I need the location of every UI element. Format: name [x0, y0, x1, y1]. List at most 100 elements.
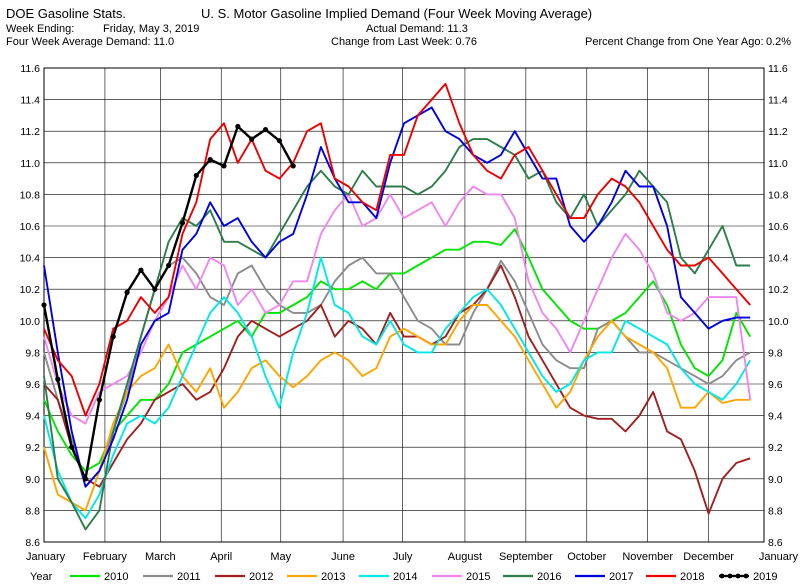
y-tick-label-right: 9.0	[768, 474, 783, 486]
x-tick-label: July	[393, 551, 413, 563]
y-tick-label-right: 9.6	[768, 379, 783, 391]
y-tick-label-right: 10.2	[768, 284, 789, 296]
y-tick-label-left: 10.0	[20, 316, 41, 328]
actual-demand: Actual Demand: 11.3	[366, 23, 468, 35]
y-tick-label-left: 10.6	[20, 221, 41, 233]
series-point-2019	[290, 163, 296, 169]
legend: Year 2010 2011 2012 2013 2014 2015 2016 2017 201…	[30, 571, 777, 583]
legend-label-2018: 2018	[680, 571, 704, 583]
y-tick-label-right: 10.4	[768, 253, 789, 265]
series-point-2019	[82, 476, 89, 482]
y-tick-label-right: 11.4	[768, 95, 788, 107]
series-point-2019	[179, 220, 186, 226]
series-point-2019	[262, 127, 269, 133]
series-point-2019	[69, 444, 75, 450]
y-tick-label-left: 11.0	[20, 158, 40, 170]
legend-marker-2019	[727, 573, 733, 579]
x-tick-label: January	[26, 551, 66, 563]
y-tick-label-left: 9.6	[25, 379, 40, 391]
x-tick-label: August	[448, 551, 482, 563]
legend-marker-2019	[743, 573, 749, 579]
y-tick-label-left: 8.6	[25, 537, 40, 549]
series-line-2017	[43, 106, 751, 488]
legend-label-2011: 2011	[177, 571, 201, 583]
y-tick-label-right: 11.2	[768, 126, 788, 138]
x-tick-label: February	[83, 551, 128, 563]
y-tick-label-left: 9.2	[25, 442, 40, 454]
y-tick-label-left: 11.2	[20, 126, 40, 138]
series-point-2019	[138, 267, 144, 273]
series-point-2019	[249, 136, 255, 142]
legend-label-2014: 2014	[393, 571, 417, 583]
four-week-average: Four Week Average Demand: 11.0	[6, 36, 175, 48]
series-point-2019	[235, 123, 241, 130]
legend-label-2019: 2019	[753, 571, 777, 583]
series-line-2010	[43, 228, 752, 472]
y-tick-label-left: 8.8	[25, 505, 40, 517]
y-tick-label-right: 9.8	[768, 347, 783, 359]
x-tick-label: November	[622, 551, 673, 563]
percent-change-value: 0.2%	[766, 36, 792, 48]
y-tick-label-right: 10.6	[768, 221, 789, 233]
y-tick-label-left: 10.8	[20, 189, 41, 201]
plot-frame	[43, 67, 765, 543]
x-tick-label: April	[210, 551, 232, 563]
legend-label-2015: 2015	[466, 571, 490, 583]
series-lines	[41, 82, 752, 531]
series-line-2014	[43, 256, 752, 520]
y-tick-label-right: 11.0	[768, 158, 788, 170]
y-tick-label-right: 10.0	[768, 316, 789, 328]
axis-ticks: 8.6 8.6 8.8 8.8 9.0 9.0 9.2 9.2 9.4 9.4 9.6 9.6 9.8 9…	[20, 63, 799, 563]
y-tick-label-left: 11.6	[20, 63, 40, 75]
y-tick-label-right: 8.6	[768, 537, 783, 549]
legend-label-2016: 2016	[537, 571, 561, 583]
y-tick-label-left: 10.4	[20, 253, 41, 265]
series-point-2019	[55, 376, 61, 382]
series-line-2012	[43, 264, 751, 515]
series-line-2015	[43, 185, 752, 425]
series-point-2019	[207, 157, 213, 163]
series-point-2019	[41, 302, 47, 308]
legend-title: Year	[30, 571, 53, 583]
legend-label-2013: 2013	[321, 571, 345, 583]
series-point-2019	[124, 289, 130, 295]
x-tick-label: December	[683, 551, 734, 563]
x-tick-label: September	[499, 551, 553, 563]
y-tick-label-left: 9.4	[25, 411, 40, 423]
source-label: DOE Gasoline Stats.	[6, 6, 126, 21]
legend-label-2010: 2010	[104, 571, 128, 583]
y-tick-label-right: 8.8	[768, 505, 783, 517]
y-tick-label-left: 11.4	[20, 95, 40, 107]
y-tick-label-left: 10.2	[20, 284, 41, 296]
series-point-2019	[276, 138, 282, 144]
week-ending-value: Friday, May 3, 2019	[103, 23, 200, 35]
change-from-last-week: Change from Last Week: 0.76	[331, 36, 477, 48]
y-tick-label-right: 11.6	[768, 63, 788, 75]
series-point-2019	[221, 163, 227, 169]
y-tick-label-right: 9.2	[768, 442, 783, 454]
x-tick-label: May	[270, 551, 291, 563]
series-line-2016	[43, 138, 751, 531]
x-tick-label: January	[759, 551, 799, 563]
series-point-2019	[96, 397, 102, 403]
chart-title: U. S. Motor Gasoline Implied Demand (Fou…	[201, 6, 593, 21]
y-tick-label-left: 9.8	[25, 347, 40, 359]
y-tick-label-right: 10.8	[768, 189, 789, 201]
x-tick-label: October	[567, 551, 606, 563]
legend-label-2012: 2012	[249, 571, 273, 583]
week-ending-label: Week Ending:	[6, 23, 75, 35]
legend-marker-2019	[719, 573, 725, 579]
legend-label-2017: 2017	[609, 571, 633, 583]
y-tick-label-right: 9.4	[768, 411, 783, 423]
series-line-2018	[43, 82, 751, 417]
x-tick-label: June	[331, 551, 355, 563]
series-point-2019	[193, 172, 199, 179]
x-tick-label: March	[145, 551, 176, 563]
y-tick-label-left: 9.0	[25, 474, 40, 486]
legend-marker-2019	[735, 573, 741, 579]
series-point-2019	[152, 286, 158, 292]
series-point-2019	[166, 262, 172, 269]
percent-change-label: Percent Change from One Year Ago:	[585, 36, 764, 48]
series-point-2019	[110, 334, 116, 340]
